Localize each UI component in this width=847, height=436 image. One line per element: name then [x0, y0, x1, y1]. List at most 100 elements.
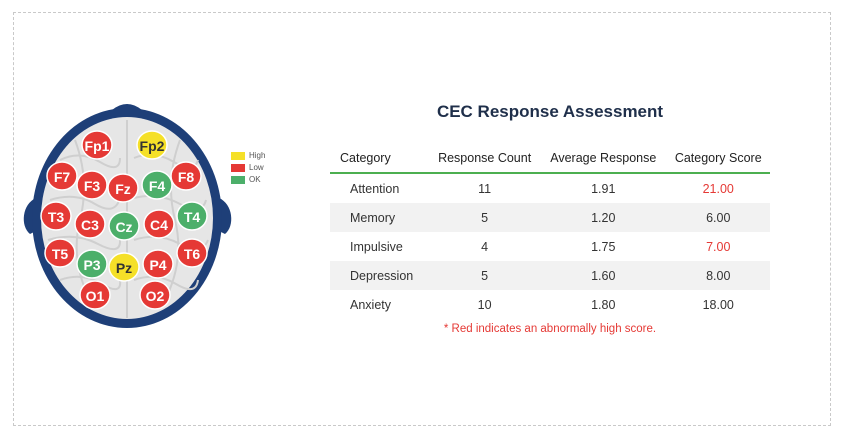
- electrode-label: Cz: [115, 219, 132, 235]
- figure-frame: [13, 12, 831, 426]
- cell-count: 11: [478, 181, 492, 196]
- electrode-marker: [40, 201, 72, 231]
- electrode-t6: T6: [176, 238, 208, 268]
- electrode-label: T6: [184, 246, 201, 262]
- electrode-label: Fp2: [140, 138, 165, 154]
- electrode-marker: [76, 170, 108, 200]
- electrode-o1: O1: [79, 280, 111, 310]
- electrode-label: Pz: [116, 260, 132, 276]
- table-header-row: Category Response Count Average Response…: [330, 143, 770, 173]
- electrode-marker: [176, 238, 208, 268]
- cell-average: 1.75: [591, 239, 616, 254]
- cell-score: 7.00: [706, 239, 731, 254]
- electrode-label: O2: [146, 288, 165, 304]
- cell-average: 1.60: [540, 261, 667, 290]
- eeg-head-map: Fp1 Fp2 F7 F3 Fz F4 F8 T3 C3 Cz C4 T4 T5 P3 Pz P4 T6 O1 O2: [20, 100, 235, 335]
- cell-category: Memory: [330, 203, 430, 232]
- cell-category: Attention: [350, 181, 400, 196]
- electrode-marker: [142, 249, 174, 279]
- electrode-label: Fz: [115, 181, 131, 197]
- electrode-marker: [139, 280, 171, 310]
- legend-item-low: Low: [231, 162, 301, 173]
- cell-category: Depression: [330, 261, 430, 290]
- electrode-label: T5: [52, 246, 69, 262]
- electrode-marker: [44, 238, 76, 268]
- cell-count: 10: [477, 297, 492, 312]
- legend-item-high: High: [231, 150, 301, 161]
- abnormal-score-note: * Red indicates an abnormally high score…: [443, 323, 657, 335]
- cell-score: 8.00: [666, 261, 770, 290]
- electrode-pz: Pz: [108, 252, 140, 282]
- electrode-label: O1: [86, 288, 105, 304]
- legend-label-high: High: [249, 151, 266, 160]
- electrode-f3: F3: [76, 170, 108, 200]
- electrode-p3: P3: [76, 249, 108, 279]
- legend-swatch-low: [231, 163, 245, 172]
- electrode-marker: [176, 201, 208, 231]
- legend-label-ok: OK: [249, 175, 261, 184]
- electrode-marker: [81, 130, 113, 160]
- electrode-marker: [143, 209, 175, 239]
- electrode-label: F4: [149, 178, 166, 194]
- electrode-label: T3: [48, 209, 65, 225]
- table-row: Anxiety 10 1.80 18.00: [330, 290, 770, 319]
- electrode-f8: F8: [170, 161, 202, 191]
- header-category-score: Category Score: [674, 150, 762, 165]
- legend: High Low OK: [231, 150, 301, 186]
- electrode-label: C3: [81, 217, 99, 233]
- cell-count: 5: [429, 203, 541, 232]
- cell-average: 1.91: [591, 181, 616, 196]
- electrode-marker: [108, 211, 140, 241]
- cell-count: 4: [481, 239, 489, 254]
- assessment-table: Category Response Count Average Response…: [330, 143, 770, 319]
- cell-score: 6.00: [666, 203, 770, 232]
- electrode-cz: Cz: [108, 211, 140, 241]
- electrode-c4: C4: [143, 209, 175, 239]
- electrode-label: Fp1: [85, 138, 110, 154]
- electrode-f7: F7: [46, 161, 78, 191]
- electrode-o2: O2: [139, 280, 171, 310]
- electrode-c3: C3: [74, 209, 106, 239]
- cell-score: 21.00: [702, 181, 734, 196]
- assessment-title: CEC Response Assessment: [436, 102, 664, 121]
- legend-label-low: Low: [249, 163, 264, 172]
- electrode-marker: [107, 173, 139, 203]
- electrode-label: F8: [178, 169, 195, 185]
- electrode-label: P4: [149, 257, 166, 273]
- electrode-marker: [108, 252, 140, 282]
- header-average-response: Average Response: [550, 150, 657, 165]
- cell-average: 1.80: [591, 297, 616, 312]
- table-row: Attention 11 1.91 21.00: [330, 173, 770, 203]
- electrode-marker: [74, 209, 106, 239]
- electrode-t5: T5: [44, 238, 76, 268]
- electrode-fp1: Fp1: [81, 130, 113, 160]
- cell-category: Anxiety: [350, 297, 391, 312]
- electrode-fz: Fz: [107, 173, 139, 203]
- electrode-marker: [141, 170, 173, 200]
- header-response-count: Response Count: [438, 150, 532, 165]
- electrode-marker: [79, 280, 111, 310]
- electrode-label: T4: [184, 209, 201, 225]
- legend-swatch-ok: [231, 175, 245, 184]
- cell-score: 18.00: [702, 297, 734, 312]
- electrode-label: F7: [54, 169, 71, 185]
- electrode-t4: T4: [176, 201, 208, 231]
- electrode-label: F3: [84, 178, 101, 194]
- table-row: Memory 5 1.20 6.00: [330, 203, 770, 232]
- table-row: Impulsive 4 1.75 7.00: [330, 232, 770, 261]
- table-row: Depression 5 1.60 8.00: [330, 261, 770, 290]
- eeg-head-svg: Fp1 Fp2 F7 F3 Fz F4 F8 T3 C3 Cz C4 T4 T5 P3 Pz P4 T6 O1 O2: [23, 104, 232, 328]
- electrode-fp2: Fp2: [136, 130, 168, 160]
- legend-swatch-high: [231, 151, 245, 160]
- electrode-f4: F4: [141, 170, 173, 200]
- electrode-marker: [136, 130, 168, 160]
- electrode-marker: [46, 161, 78, 191]
- electrode-p4: P4: [142, 249, 174, 279]
- electrode-label: P3: [83, 257, 100, 273]
- electrode-marker: [170, 161, 202, 191]
- electrode-t3: T3: [40, 201, 72, 231]
- legend-item-ok: OK: [231, 174, 301, 185]
- electrode-marker: [76, 249, 108, 279]
- electrode-label: C4: [150, 217, 168, 233]
- electrode-layer: Fp1 Fp2 F7 F3 Fz F4 F8 T3 C3 Cz C4 T4 T5 P3 Pz P4 T6 O1 O2: [40, 130, 208, 310]
